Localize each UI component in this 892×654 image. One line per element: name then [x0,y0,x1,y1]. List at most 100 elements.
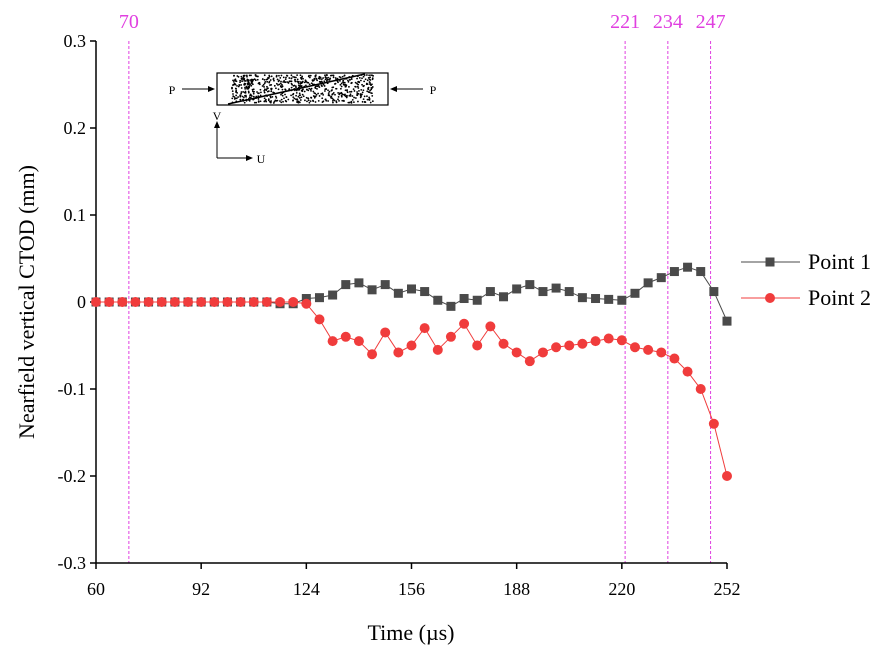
particle [269,101,272,104]
marker [367,285,377,295]
particle [244,83,247,85]
particle [332,74,335,77]
particle [257,75,259,78]
particle [322,83,325,86]
particle [327,78,330,81]
particle [294,80,297,83]
particle [339,87,342,90]
marker [406,340,417,351]
particle [307,89,310,92]
particle [255,101,258,104]
particle [276,78,279,81]
marker [722,316,732,326]
x-tick-label: 156 [398,579,425,599]
particle [247,91,250,94]
particle [240,92,243,95]
particle [306,81,309,84]
marker [353,336,364,347]
marker [524,356,535,367]
particle [267,76,269,79]
particle [325,77,328,79]
particle [352,88,355,91]
particle [247,80,250,83]
particle [273,79,275,82]
particle [307,99,310,102]
particle [334,77,337,79]
particle [292,84,295,87]
particle [284,78,287,81]
marker [590,336,601,347]
particle [252,91,255,93]
particle [237,96,240,98]
particle [361,91,364,94]
particle [270,83,273,86]
particle [314,75,317,77]
particle [306,100,308,103]
particle [327,92,330,95]
marker [196,297,207,307]
particle [264,99,267,102]
particle [313,96,316,99]
particle [357,81,359,83]
particle [282,100,284,103]
particle [325,99,328,102]
particle [343,84,346,87]
particle [313,77,316,80]
particle [344,94,346,97]
particle [263,86,265,88]
particle [281,88,284,91]
particle [371,83,373,86]
marker [656,347,667,358]
particle [354,97,357,99]
marker [499,292,509,302]
particle [278,83,281,86]
marker [235,297,246,307]
particle [361,100,364,103]
particle [356,94,358,96]
x-tick-label: 124 [293,579,320,599]
particle [240,84,243,86]
particle [339,76,342,79]
particle [247,83,249,86]
particle [268,74,271,77]
particle [313,92,316,94]
particle [318,80,321,83]
particle [327,76,329,79]
particle [252,95,255,98]
particle [370,88,373,91]
particle [305,84,307,87]
particle [347,80,350,83]
particle [253,78,256,81]
particle [266,78,269,81]
particle [245,74,248,77]
particle [318,95,321,97]
marker [209,297,220,307]
particle [353,90,356,92]
particle [363,80,366,83]
marker [341,280,351,290]
crack [227,73,366,105]
particle [300,78,303,80]
particle [269,96,272,99]
particle [367,77,370,79]
marker [564,287,574,297]
particle [303,81,306,84]
particle [246,78,249,81]
particle [368,96,371,99]
particle [368,74,371,77]
marker [683,262,693,272]
particle [263,79,266,81]
particle [236,91,239,94]
particle [241,80,244,83]
marker [407,284,416,294]
particle [244,87,247,90]
particle [242,90,245,93]
inset-label: P [430,83,437,97]
particle [235,97,238,100]
particle [236,84,238,87]
particle [340,92,342,95]
particle [287,98,290,101]
marker [275,297,286,307]
particle [299,74,302,77]
